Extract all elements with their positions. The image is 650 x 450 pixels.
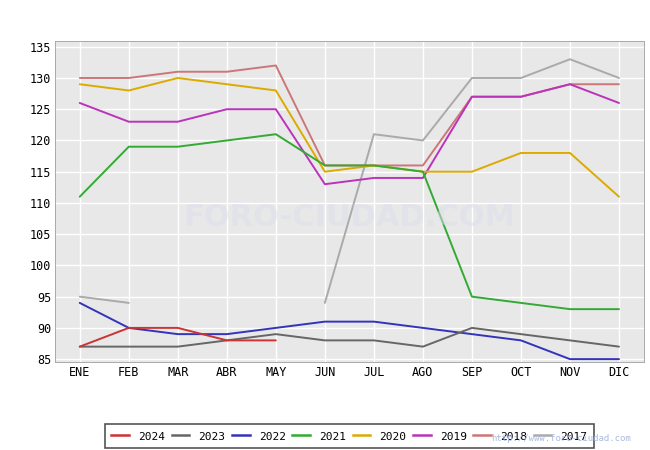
Text: Afiliados en Madridanos a 31/5/2024: Afiliados en Madridanos a 31/5/2024 — [150, 7, 500, 25]
Text: FORO-CIUDAD.COM: FORO-CIUDAD.COM — [183, 203, 515, 232]
Legend: 2024, 2023, 2022, 2021, 2020, 2019, 2018, 2017: 2024, 2023, 2022, 2021, 2020, 2019, 2018… — [105, 424, 594, 448]
Text: http://www.foro-ciudad.com: http://www.foro-ciudad.com — [491, 434, 630, 443]
